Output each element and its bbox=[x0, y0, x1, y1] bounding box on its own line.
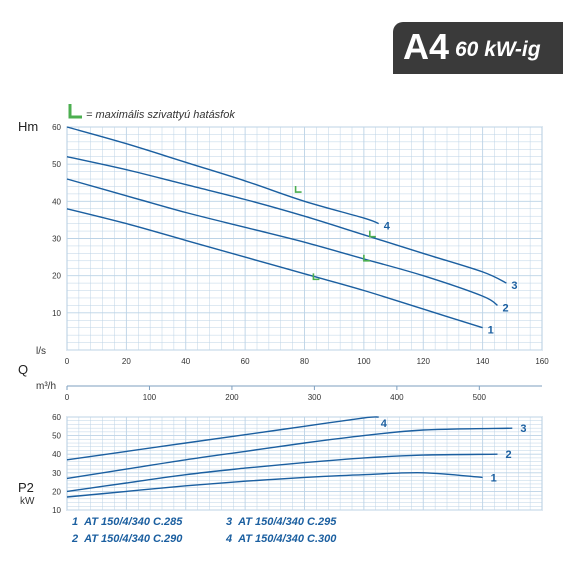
head-y-tick: 10 bbox=[52, 309, 61, 318]
head-curve-3 bbox=[66, 156, 507, 284]
flow-ls-tick: 40 bbox=[181, 357, 190, 366]
badge-code: A4 bbox=[403, 26, 450, 67]
head-grid bbox=[66, 126, 543, 351]
power-curve-2 bbox=[66, 453, 498, 493]
head-curve-label-4: 4 bbox=[384, 221, 391, 233]
model-legend: 1 AT 150/4/340 C.285 2 AT 150/4/340 C.290 … bbox=[71, 516, 337, 545]
flow-m3h-tick: 300 bbox=[308, 393, 322, 402]
head-y-tick: 30 bbox=[52, 235, 61, 244]
power-curve-labels: 12 3 4 bbox=[381, 418, 527, 484]
power-grid bbox=[66, 416, 543, 511]
efficiency-mark bbox=[363, 254, 370, 262]
head-y-tick: 60 bbox=[52, 123, 61, 132]
flow-ls-ticks: 0 20 40 60 80 100 120 140 160 bbox=[65, 357, 549, 366]
power-curve-label-2: 2 bbox=[505, 449, 511, 461]
model-item: 2 AT 150/4/340 C.290 bbox=[71, 533, 183, 545]
efficiency-mark bbox=[294, 186, 302, 193]
power-y-tick: 50 bbox=[52, 432, 61, 441]
head-curve-1 bbox=[66, 208, 483, 329]
head-curve-label-2: 2 bbox=[502, 302, 508, 314]
power-curve-label-1: 1 bbox=[491, 472, 497, 484]
power-curve-label-3: 3 bbox=[520, 423, 526, 435]
flow-m3h-tick: 0 bbox=[65, 393, 70, 402]
flow-ls-tick: 140 bbox=[476, 357, 490, 366]
flow-ls-tick: 120 bbox=[417, 357, 431, 366]
power-curves bbox=[66, 416, 513, 498]
power-curve-label-4: 4 bbox=[381, 418, 388, 430]
legend-note: = maximális szivattyú hatásfok bbox=[86, 109, 235, 121]
flow-m3h-tick: 400 bbox=[390, 393, 404, 402]
power-curve-3 bbox=[66, 427, 513, 480]
efficiency-points bbox=[294, 186, 376, 281]
model-item: 1 AT 150/4/340 C.285 bbox=[72, 516, 183, 528]
flow-ls-tick: 80 bbox=[300, 357, 309, 366]
flow-ls-unit: l/s bbox=[36, 346, 46, 357]
power-y-tick: 40 bbox=[52, 450, 61, 459]
head-curve-label-1: 1 bbox=[488, 325, 494, 337]
power-y-tick: 60 bbox=[52, 413, 61, 422]
flow-ls-tick: 0 bbox=[65, 357, 70, 366]
efficiency-legend: = maximális szivattyú hatásfok bbox=[68, 104, 235, 121]
power-y-tick: 10 bbox=[52, 506, 61, 515]
flow-m3h-tick: 500 bbox=[473, 393, 487, 402]
flow-ls-tick: 60 bbox=[241, 357, 250, 366]
flow-q-label: Q bbox=[18, 362, 28, 377]
power-chart: 10 20 30 40 50 60 12 3 4 P2 kW bbox=[18, 413, 543, 515]
head-y-ticks: 10 20 30 40 50 60 bbox=[52, 123, 61, 318]
flow-ls-tick: 20 bbox=[122, 357, 131, 366]
series-badge: A4 60 kW-ig bbox=[393, 22, 563, 74]
flow-ls-tick: 160 bbox=[535, 357, 549, 366]
flow-m3h-unit: m³/h bbox=[36, 381, 56, 392]
efficiency-mark bbox=[369, 230, 376, 238]
head-curve-labels: 123 4 bbox=[384, 221, 518, 337]
flow-m3h-tick: 100 bbox=[143, 393, 157, 402]
head-y-tick: 40 bbox=[52, 197, 61, 206]
power-axis-label: P2 bbox=[18, 480, 34, 495]
head-curve-4 bbox=[66, 126, 379, 225]
head-curve-2 bbox=[66, 178, 498, 306]
flow-m3h-axis: 0 100 200 300 400 500 Q m³/h bbox=[18, 362, 542, 402]
power-curve-1 bbox=[66, 472, 483, 498]
power-axis-unit: kW bbox=[20, 496, 35, 507]
head-y-tick: 20 bbox=[52, 272, 61, 281]
head-curves bbox=[66, 126, 507, 329]
efficiency-mark-icon bbox=[68, 104, 82, 119]
model-item: 3 AT 150/4/340 C.295 bbox=[226, 516, 337, 528]
power-y-tick: 20 bbox=[52, 487, 61, 496]
power-y-ticks: 10 20 30 40 50 60 bbox=[52, 413, 61, 515]
efficiency-mark bbox=[312, 273, 320, 281]
head-y-tick: 50 bbox=[52, 160, 61, 169]
power-y-tick: 30 bbox=[52, 469, 61, 478]
flow-m3h-ticks: 0 100 200 300 400 500 bbox=[65, 386, 487, 402]
power-curve-4 bbox=[66, 416, 379, 461]
head-axis-label: Hm bbox=[18, 119, 38, 134]
flow-ls-tick: 100 bbox=[357, 357, 371, 366]
badge-range: 60 kW-ig bbox=[455, 38, 541, 61]
model-item: 4 AT 150/4/340 C.300 bbox=[225, 533, 337, 545]
head-curve-label-3: 3 bbox=[511, 280, 517, 292]
flow-m3h-tick: 200 bbox=[225, 393, 239, 402]
